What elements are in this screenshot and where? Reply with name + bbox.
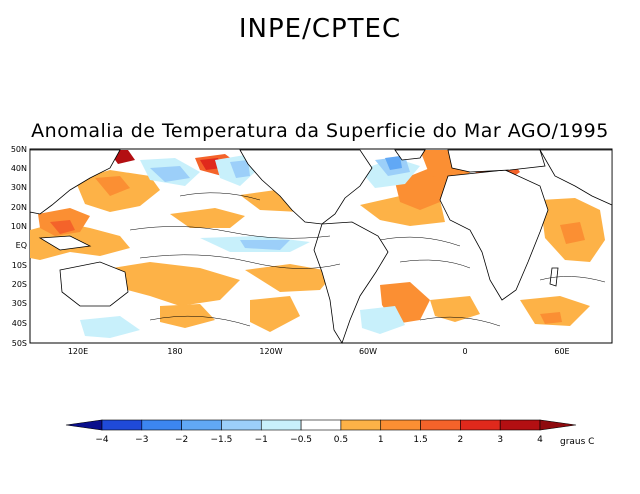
asia [29,149,121,215]
lon-label: 120W [259,347,282,356]
colorbar-tick-label: 1.5 [413,435,427,445]
africa [439,169,549,301]
colorbar-swatch [101,419,143,431]
lat-label: 20S [12,280,27,289]
colorbar-tick-label: −0.5 [290,435,312,445]
lat-label: EQ [16,241,27,250]
colorbar-swatches [65,419,577,431]
colorbar-swatch [221,419,262,431]
colorbar-tick-label: −2 [175,435,188,445]
warm-anomaly-regions [30,150,605,332]
lon-label: 120E [68,347,88,356]
latitude-labels: 50N 40N 30N 20N 10N EQ 10S 20S 30S 40S 5… [11,145,27,348]
colorbar-swatch [340,419,382,431]
lon-label: 60W [359,347,377,356]
map-panel: 50N 40N 30N 20N 10N EQ 10S 20S 30S 40S 5… [11,145,613,356]
colorbar-tick-label: 3 [497,435,503,445]
lat-label: 10N [11,222,27,231]
colorbar-swatch [499,419,541,431]
lat-label: 10S [12,261,27,270]
colorbar-swatch [260,419,302,431]
australia [59,261,129,307]
colorbar-tick-label: 2 [457,435,463,445]
colorbar-swatch [539,419,577,431]
contour-lines [129,192,606,327]
colorbar-swatch [380,419,421,431]
colorbar-tick-label: −4 [95,435,109,445]
colorbar: −4 −3 −2 −1.5 −1 −0.5 0.5 1 1.5 2 3 4 graus C [65,419,594,447]
continents [29,149,613,344]
colorbar-tick-label: −1.5 [211,435,233,445]
lat-label: 20N [11,203,27,212]
colorbar-swatch [141,419,182,431]
colorbar-tick-label: 4 [537,435,543,445]
colorbar-swatch [420,419,461,431]
lat-label: 50N [11,145,27,154]
longitude-labels: 120E 180 120W 60W 0 60E [68,347,570,356]
lon-label: 0 [462,347,467,356]
colorbar-swatch [65,419,103,431]
colorbar-tick-label: 1 [378,435,384,445]
colorbar-labels: −4 −3 −2 −1.5 −1 −0.5 0.5 1 1.5 2 3 4 [95,435,543,445]
asia-east [539,149,613,206]
cold-anomaly-regions [80,150,612,338]
colorbar-tick-label: −1 [255,435,268,445]
lat-label: 30N [11,183,27,192]
lon-label: 180 [167,347,182,356]
colorbar-swatch [460,419,501,431]
colorbar-tick-label: −3 [135,435,148,445]
lon-label: 60E [554,347,569,356]
colorbar-units: graus C [560,437,594,447]
lat-label: 40N [11,164,27,173]
south-america [313,221,389,344]
lat-label: 40S [12,319,27,328]
madagascar [549,267,559,287]
indonesia [38,235,92,251]
greenland [394,149,426,161]
colorbar-swatch [300,419,342,431]
map-title: Anomalia de Temperatura da Superficie do… [31,120,609,142]
lat-label: 50S [12,339,27,348]
header-title: INPE/CPTEC [238,14,402,44]
colorbar-tick-label: 0.5 [334,435,348,445]
lat-label: 30S [12,299,27,308]
colorbar-swatch [181,419,222,431]
